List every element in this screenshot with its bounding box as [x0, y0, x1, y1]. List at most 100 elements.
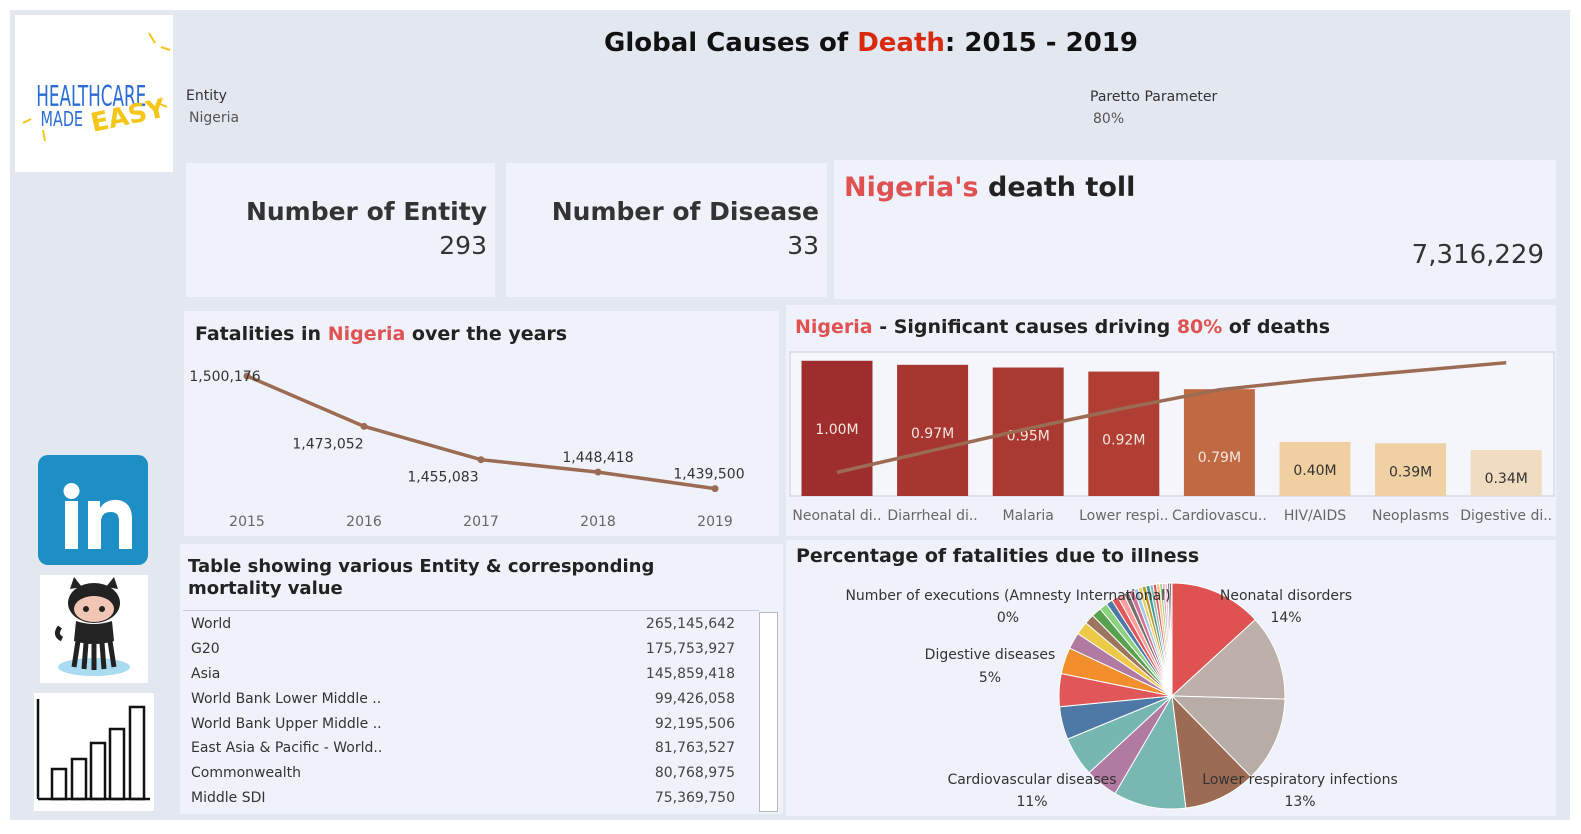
pareto-filter-value[interactable]: 80%: [1093, 111, 1125, 127]
line-chart-title: Fatalities in Nigeria over the years: [195, 323, 567, 345]
death-toll-title: Nigeria's death toll: [844, 172, 1135, 203]
line-data-label: 1,500,176: [189, 369, 260, 385]
bar-category-label: HIV/AIDS: [1284, 508, 1346, 524]
kpi-entity-value: 293: [439, 231, 487, 260]
table-cell-value: 81,763,527: [654, 740, 735, 757]
pareto-bar[interactable]: [897, 364, 969, 496]
kpi-disease-label: Number of Disease: [551, 197, 819, 226]
pie-slice-name-label: Neonatal disorders: [1220, 588, 1352, 604]
kpi-entity-card: Number of Entity 293: [186, 163, 495, 297]
pareto-title-entity: Nigeria: [795, 316, 873, 338]
linkedin-icon[interactable]: [38, 455, 148, 565]
pie-slice-pct-label: 0%: [997, 610, 1019, 626]
pareto-panel: Nigeria - Significant causes driving 80%…: [786, 305, 1556, 536]
pareto-title-a: - Significant causes driving: [872, 316, 1177, 338]
table-cell-value: 92,195,506: [654, 715, 735, 732]
kpi-entity-label: Number of Entity: [245, 197, 487, 226]
pareto-bar[interactable]: [1279, 441, 1351, 496]
line-point[interactable]: [711, 485, 719, 493]
pareto-bar-chart: 1.00M Neonatal di.. 0.97M Diarrheal di.. 0.9…: [789, 351, 1555, 524]
bar-category-label: Cardiovascu..: [1172, 508, 1267, 524]
bar-category-label: Digestive di..: [1460, 508, 1552, 524]
bar-data-label: 0.39M: [1389, 464, 1432, 480]
table-row[interactable]: G20 175,753,927: [183, 637, 743, 662]
pie-chart-title: Percentage of fatalities due to illness: [796, 545, 1200, 567]
bar-category-label: Malaria: [1003, 508, 1054, 524]
table-cell-entity: World Bank Upper Middle ..: [191, 715, 382, 732]
bar-data-label: 0.79M: [1198, 450, 1241, 466]
bar-data-label: 0.92M: [1102, 433, 1145, 449]
pareto-filter-label: Paretto Parameter: [1090, 89, 1218, 105]
table-cell-value: 99,426,058: [654, 690, 735, 707]
bar-data-label: 0.34M: [1485, 471, 1528, 487]
pie-slice[interactable]: [1170, 695, 1286, 778]
pie-slice-name-label: Lower respiratory infections: [1202, 772, 1398, 788]
table-title-line1: Table showing various Entity & correspon…: [188, 556, 655, 577]
pie-slice-name-label: Cardiovascular diseases: [947, 772, 1116, 788]
table-row[interactable]: World Bank Upper Middle .. 92,195,506: [183, 711, 743, 736]
entity-table: World 265,145,642 G20 175,753,927 Asia 145,85…: [183, 612, 743, 810]
logo-line1: HEALTHCARE: [36, 80, 146, 113]
pareto-cumulative-line: [836, 360, 1507, 475]
table-cell-entity: World Bank Lower Middle ..: [191, 690, 382, 707]
death-toll-label: death toll: [978, 172, 1136, 203]
pie-slice[interactable]: [1170, 618, 1286, 700]
kpi-disease-card: Number of Disease 33: [506, 163, 827, 297]
death-toll-entity: Nigeria's: [844, 172, 979, 203]
pareto-bar[interactable]: [1375, 443, 1447, 496]
pareto-bar[interactable]: [1470, 450, 1542, 496]
pie-slice[interactable]: [1171, 694, 1252, 809]
bar-category-label: Lower respi..: [1079, 508, 1168, 524]
pie-slice-pct-label: 5%: [979, 670, 1001, 686]
pie-slice[interactable]: [1114, 694, 1187, 810]
pie-panel: Percentage of fatalities due to illness …: [786, 540, 1556, 816]
fatalities-line-chart: 1,500,176 2015 1,473,052 2016 1,455,083 2017 1…: [189, 369, 744, 530]
pareto-title-b: of deaths: [1222, 316, 1331, 338]
table-row[interactable]: Commonwealth 80,768,975: [183, 761, 743, 786]
pie-slice-pct-label: 14%: [1270, 610, 1301, 626]
line-title-entity: Nigeria: [327, 323, 406, 345]
line-point[interactable]: [477, 456, 485, 464]
table-row[interactable]: Middle SDI 75,369,750: [183, 786, 743, 811]
kpi-disease-value: 33: [787, 231, 819, 260]
line-title-b: over the years: [405, 323, 568, 345]
pie-slice-name-label: Number of executions (Amnesty Internatio…: [845, 588, 1170, 604]
table-row[interactable]: World Bank Lower Middle .. 99,426,058: [183, 686, 743, 711]
x-tick-label: 2015: [229, 514, 265, 530]
line-point[interactable]: [243, 372, 251, 380]
kpi-death-toll-card: Nigeria's death toll 7,316,229: [834, 160, 1556, 299]
bar-chart-icon[interactable]: [34, 693, 154, 811]
bar-category-label: Neonatal di..: [792, 508, 881, 524]
line-data-label: 1,455,083: [407, 470, 478, 486]
table-cell-entity: Asia: [191, 665, 221, 682]
table-title-line2: mortality value: [188, 578, 343, 599]
line-point[interactable]: [360, 422, 368, 430]
pareto-bar[interactable]: [801, 360, 873, 496]
bar-category-label: Neoplasms: [1372, 508, 1449, 524]
pareto-bar[interactable]: [1183, 389, 1255, 496]
bar-data-label: 0.40M: [1293, 463, 1336, 479]
logo-graphic: HEALTHCARE MADE EASY: [22, 32, 171, 142]
table-cell-value: 80,768,975: [654, 765, 735, 782]
table-row[interactable]: World 265,145,642: [183, 612, 743, 637]
table-row[interactable]: East Asia & Pacific - World.. 81,763,527: [183, 736, 743, 761]
table-row[interactable]: Asia 145,859,418: [183, 662, 743, 687]
line-title-a: Fatalities in: [195, 323, 328, 345]
line-data-label: 1,473,052: [292, 436, 363, 452]
pareto-bar[interactable]: [992, 367, 1064, 496]
title-highlight: Death: [857, 28, 945, 58]
pie-slice-pct-label: 11%: [1016, 794, 1047, 810]
healthcare-made-easy-logo: HEALTHCARE MADE EASY: [15, 15, 173, 172]
entity-filter-value[interactable]: Nigeria: [189, 110, 240, 126]
pie-slice[interactable]: [1171, 582, 1256, 698]
table-scrollbar[interactable]: [759, 612, 778, 812]
fatalities-line: [246, 374, 716, 491]
line-point[interactable]: [594, 468, 602, 476]
table-cell-value: 145,859,418: [645, 665, 735, 682]
github-icon[interactable]: [40, 575, 148, 683]
pareto-bar[interactable]: [1088, 371, 1160, 496]
entity-table-panel: Table showing various Entity & correspon…: [180, 544, 783, 814]
death-toll-value: 7,316,229: [1411, 240, 1544, 270]
x-tick-label: 2016: [346, 514, 382, 530]
bar-data-label: 1.00M: [815, 422, 858, 438]
